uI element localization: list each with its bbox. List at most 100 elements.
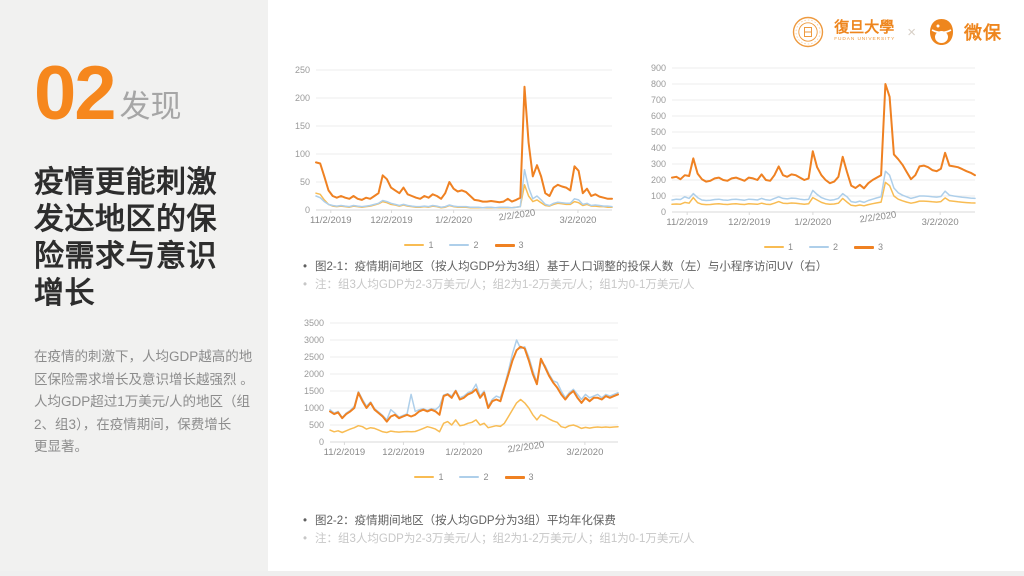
figure-2-title: 图2-2：疫情期间地区（按人均GDP分为3组）平均年化保费 — [315, 515, 616, 527]
y-tick-label: 1500 — [303, 386, 324, 396]
legend-item-1: 1 — [404, 240, 433, 250]
bullet-icon: • — [303, 278, 308, 291]
y-tick-label: 300 — [650, 159, 666, 169]
y-tick-label: 50 — [299, 177, 310, 187]
legend-swatch — [504, 475, 525, 479]
x-axis: 11/2/2019 12/2/2019 1/2/2020 2/2/2020 3/2/20… — [310, 207, 612, 229]
fudan-wordmark: 復旦大學 FUDAN UNIVERSITY — [834, 21, 895, 43]
bullet-icon: • — [303, 515, 308, 527]
legend-swatch — [494, 243, 515, 247]
chart-legend: 1 2 3 — [316, 240, 612, 250]
legend-item-2: 2 — [449, 240, 479, 250]
body-line: 更显著。 — [34, 439, 88, 454]
x-tick-label: 1/2/2020 — [445, 447, 483, 458]
y-tick-label: 0 — [318, 437, 324, 447]
figure-1-note-line: • 注：组3人均GDP为2-3万美元/人；组2为1-2万美元/人；组1为0-1万… — [303, 277, 973, 295]
sidebar: 02 发现 疫情更能刺激 发达地区的保 险需求与意识 增长 在疫情的刺激下，人均… — [0, 0, 268, 576]
legend-swatch — [459, 476, 480, 478]
series-line-3 — [671, 83, 976, 190]
legend-label: 1 — [787, 242, 793, 252]
wesure-wordmark: 微保 — [964, 23, 1002, 43]
legend-swatch — [854, 245, 874, 249]
x-axis: 11/2/2019 12/2/2019 1/2/2020 2/2/2020 3/2/20… — [666, 209, 975, 231]
figure-1-note: 注：组3人均GDP为2-3万美元/人；组2为1-2万美元/人；组1为0-1万美元… — [315, 278, 695, 291]
fudan-subtitle: FUDAN UNIVERSITY — [834, 37, 896, 43]
page-title-line: 险需求与意识 — [34, 240, 217, 273]
y-tick-label: 900 — [650, 63, 666, 73]
fudan-seal-icon — [792, 16, 824, 48]
body-line: 人均GDP超过1万美元/人的地区（组 — [34, 394, 251, 409]
body-line: 2、组3），在疫情期间，保费增长 — [34, 416, 232, 432]
x-tick-label: 11/2/2019 — [666, 217, 708, 228]
legend-label: 2 — [483, 472, 489, 482]
series-line-1 — [671, 181, 976, 207]
figure-1-caption: • 图2-1：疫情期间地区（按人均GDP分为3组）基于人口调整的投保人数（左）与… — [303, 259, 973, 294]
legend-label: 3 — [528, 472, 534, 482]
figure-2-note: 注：组3人均GDP为2-3万美元/人；组2为1-2万美元/人；组1为0-1万美元… — [315, 532, 695, 545]
legend-label: 1 — [438, 472, 444, 482]
y-tick-label: 100 — [650, 191, 666, 201]
series-line-1 — [329, 398, 619, 434]
y-tick-label: 200 — [650, 175, 666, 185]
page-bottom-edge — [0, 571, 1024, 576]
y-tick-label: 500 — [308, 420, 324, 430]
page-title-line: 增长 — [34, 277, 95, 310]
x-tick-label: 12/2/2019 — [382, 447, 425, 458]
x-tick-label: 11/2/2019 — [323, 447, 366, 458]
y-tick-label: 0 — [660, 207, 666, 217]
legend-swatch — [763, 246, 784, 248]
y-tick-label: 600 — [650, 111, 666, 121]
legend-item-1: 1 — [414, 472, 443, 482]
page-title: 疫情更能刺激 发达地区的保 险需求与意识 增长 — [34, 164, 260, 312]
x-tick-label: 12/2/2019 — [728, 217, 771, 228]
y-tick-label: 200 — [294, 93, 310, 103]
plot-area — [315, 69, 613, 213]
y-tick-label: 500 — [650, 127, 666, 137]
legend-swatch — [808, 246, 829, 248]
legend-item-2: 2 — [459, 472, 489, 482]
section-label: 发现 — [119, 89, 182, 125]
page-title-line: 发达地区的保 — [34, 203, 217, 236]
wesure-mascot-icon — [930, 19, 953, 45]
x-tick-label: 1/2/2020 — [794, 217, 832, 228]
section-number: 02 — [34, 51, 117, 136]
chart-legend: 1 2 3 — [330, 472, 618, 482]
chart-legend: 1 2 3 — [672, 242, 975, 252]
y-tick-label: 400 — [650, 143, 666, 153]
series-line-3 — [329, 345, 619, 423]
x-tick-label: 12/2/2019 — [370, 215, 413, 226]
figure-1-title: 图2-1：疫情期间地区（按人均GDP分为3组）基于人口调整的投保人数（左）与小程… — [315, 261, 828, 273]
y-tick-label: 100 — [294, 149, 310, 159]
bullet-icon: • — [303, 532, 308, 545]
figure-2-note-line: • 注：组3人均GDP为2-3万美元/人；组2为1-2万美元/人；组1为0-1万… — [303, 531, 973, 549]
series-line-2 — [671, 170, 976, 204]
y-tick-label: 2500 — [303, 352, 324, 362]
legend-swatch — [404, 244, 425, 246]
x-tick-label: 3/2/2020 — [566, 447, 604, 458]
series-line-3 — [315, 85, 613, 204]
y-tick-label: 150 — [294, 121, 310, 131]
y-tick-label: 250 — [294, 65, 310, 75]
body-paragraph: 在疫情的刺激下，人均GDP越高的地 区保险需求增长及意识增长越强烈 。 人均GD… — [34, 346, 258, 459]
legend-label: 2 — [832, 242, 838, 252]
legend-label: 2 — [473, 240, 479, 250]
y-tick-label: 2000 — [303, 369, 324, 379]
legend-label: 1 — [428, 240, 434, 250]
x-tick-label: 1/2/2020 — [435, 215, 473, 226]
legend-swatch — [449, 244, 470, 246]
page-title-line: 疫情更能刺激 — [34, 166, 217, 199]
figure-2-title-line: • 图2-2：疫情期间地区（按人均GDP分为3组）平均年化保费 — [303, 513, 973, 531]
cross-separator: × — [907, 23, 916, 41]
x-axis: 11/2/2019 12/2/2019 1/2/2020 2/2/2020 3/2/20… — [324, 439, 618, 461]
body-line: 在疫情的刺激下，人均GDP越高的地 — [34, 349, 253, 364]
legend-item-3: 3 — [494, 240, 524, 250]
fudan-name: 復旦大學 — [834, 20, 895, 37]
figure-2-caption: • 图2-2：疫情期间地区（按人均GDP分为3组）平均年化保费 • 注：组3人均… — [303, 513, 973, 548]
y-tick-label: 3000 — [303, 335, 324, 345]
y-tick-label: 700 — [650, 95, 666, 105]
y-tick-label: 0 — [304, 205, 310, 215]
legend-label: 3 — [878, 242, 884, 252]
legend-swatch — [414, 476, 435, 478]
x-tick-label: 3/2/2020 — [559, 215, 597, 226]
